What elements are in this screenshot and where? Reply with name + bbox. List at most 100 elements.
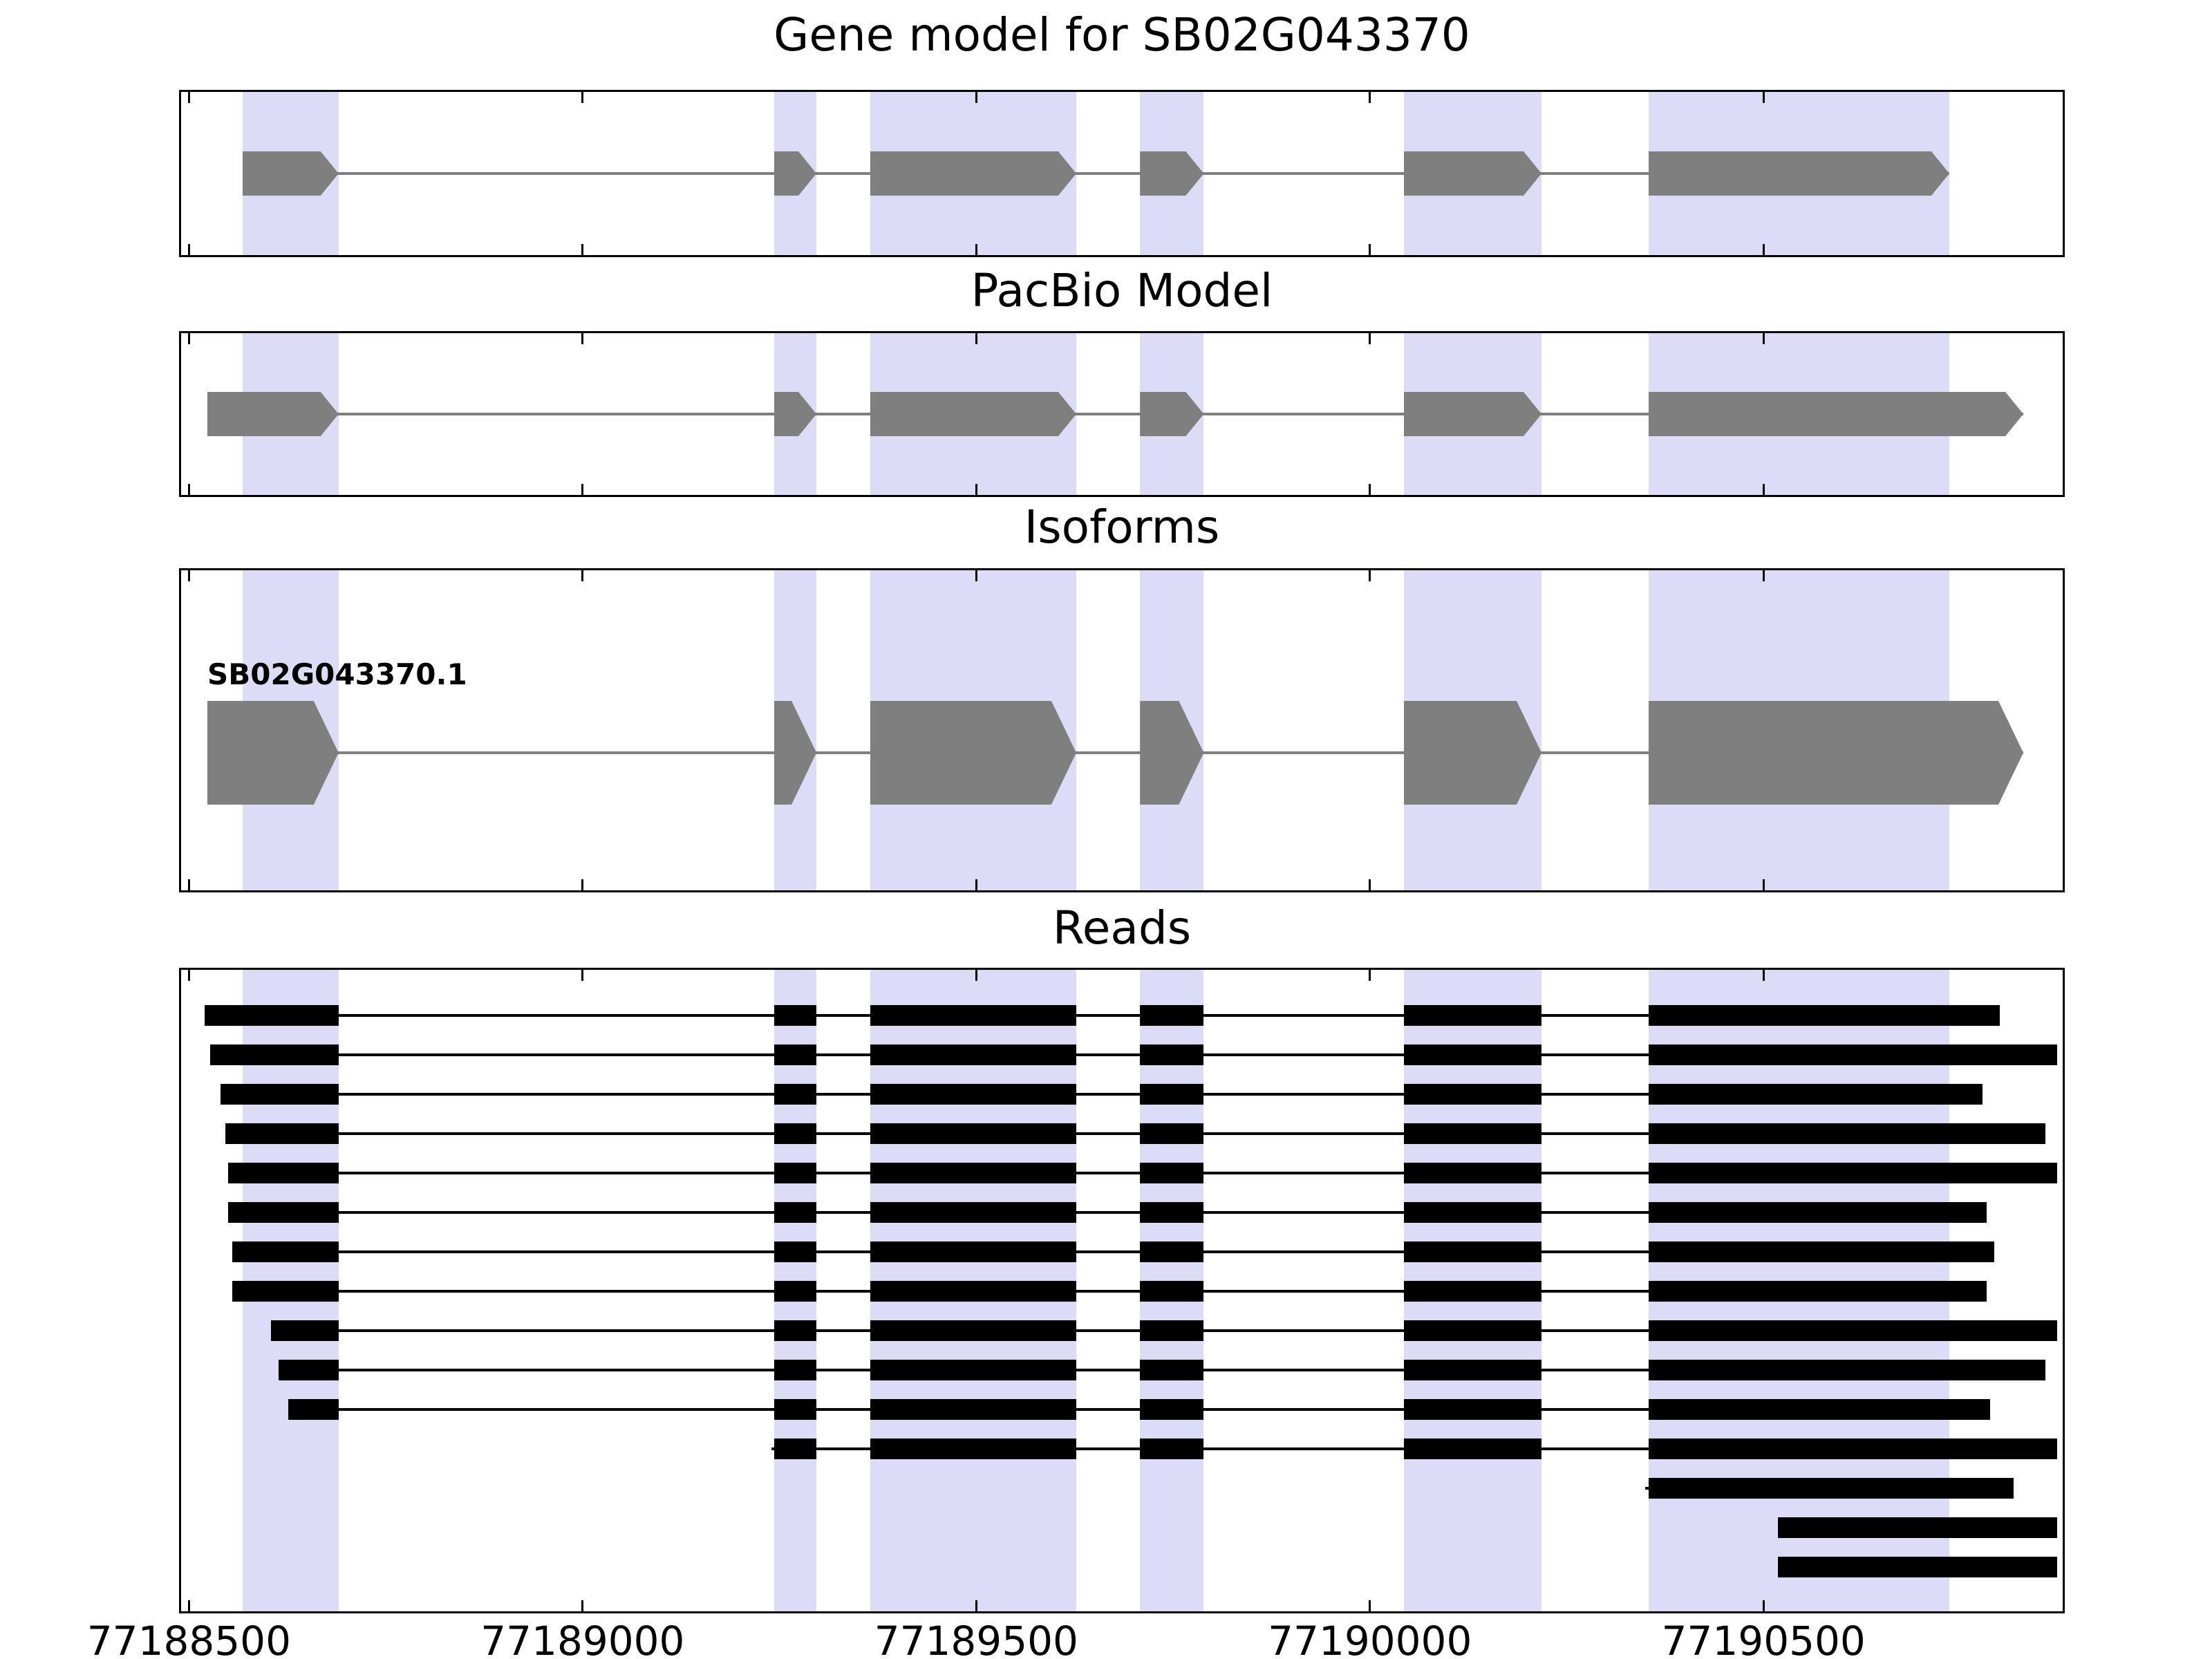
read-exon-block xyxy=(774,1320,817,1341)
x-axis-tick xyxy=(975,970,977,981)
x-axis-tick xyxy=(1369,1600,1371,1611)
read-exon-block xyxy=(232,1281,339,1302)
read-intron-line xyxy=(232,1250,1994,1253)
read-exon-block xyxy=(1403,1320,1542,1341)
read-exon-block xyxy=(1403,1438,1542,1459)
read-exon-block xyxy=(1140,1084,1204,1105)
read-exon-block xyxy=(870,1399,1076,1420)
x-axis-tick-label: 77189000 xyxy=(480,1618,685,1659)
read-exon-block xyxy=(774,1438,817,1459)
x-axis-tick xyxy=(1369,570,1371,581)
panel-isoforms: SB02G043370.1 xyxy=(179,568,2065,892)
exon-arrow xyxy=(1404,392,1541,436)
read-exon-block xyxy=(1648,1438,2058,1459)
exon-arrow xyxy=(1649,151,1949,196)
read-exon-block xyxy=(270,1320,339,1341)
x-axis-tick xyxy=(581,333,584,344)
panel-title-isoforms: Isoforms xyxy=(1024,500,1220,554)
read-exon-block xyxy=(1140,1005,1204,1026)
x-axis-tick xyxy=(1369,244,1371,255)
x-axis-tick xyxy=(581,970,584,981)
exon-arrow xyxy=(243,151,339,196)
read-intron-line xyxy=(228,1211,1987,1214)
read-exon-block xyxy=(1648,1044,2058,1065)
read-exon-block xyxy=(1140,1281,1204,1302)
x-axis-tick xyxy=(1762,484,1765,495)
read-intron-line xyxy=(220,1093,1983,1096)
read-exon-block xyxy=(1403,1005,1542,1026)
read-exon-block xyxy=(1140,1320,1204,1341)
read-exon-block xyxy=(870,1438,1076,1459)
x-axis-tick xyxy=(975,484,977,495)
read-exon-block xyxy=(1403,1044,1542,1065)
read-exon-block xyxy=(1140,1399,1204,1420)
read-exon-block xyxy=(279,1360,339,1380)
read-exon-block xyxy=(1648,1202,1987,1223)
read-exon-block xyxy=(870,1163,1076,1183)
x-axis-tick xyxy=(581,92,584,103)
read-exon-block xyxy=(205,1005,339,1026)
read-exon-block xyxy=(774,1360,817,1380)
read-exon-block xyxy=(870,1123,1076,1144)
exon-arrow xyxy=(870,701,1076,805)
exon-arrow xyxy=(1404,151,1541,196)
x-axis-tick xyxy=(187,333,190,344)
panel-reads xyxy=(179,968,2065,1613)
x-axis-tick xyxy=(1762,92,1765,103)
read-exon-block xyxy=(1648,1399,1991,1420)
read-exon-block xyxy=(228,1163,339,1183)
read-exon-block xyxy=(288,1399,339,1420)
panel-pacbio-model xyxy=(179,331,2065,497)
read-intron-line xyxy=(205,1014,2000,1017)
x-axis-tick xyxy=(581,570,584,581)
read-exon-block xyxy=(1403,1202,1542,1223)
read-exon-block xyxy=(1140,1163,1204,1183)
read-exon-block xyxy=(1140,1360,1204,1380)
panel-title-pacbio-model: PacBio Model xyxy=(971,264,1273,317)
read-intron-line xyxy=(232,1290,1987,1293)
read-intron-line xyxy=(288,1408,1991,1411)
x-axis-tick xyxy=(1762,244,1765,255)
read-exon-block xyxy=(870,1084,1076,1105)
exon-arrow xyxy=(1404,701,1541,805)
read-exon-block xyxy=(1777,1557,2058,1577)
x-axis-tick xyxy=(581,244,584,255)
read-intron-line xyxy=(210,1053,2057,1056)
x-axis-tick xyxy=(581,879,584,890)
read-exon-block xyxy=(1648,1281,1987,1302)
x-axis-tick xyxy=(975,333,977,344)
x-axis-tick xyxy=(187,570,190,581)
read-exon-block xyxy=(1140,1438,1204,1459)
read-exon-block xyxy=(870,1241,1076,1262)
read-exon-block xyxy=(774,1281,817,1302)
read-exon-block xyxy=(870,1005,1076,1026)
read-exon-block xyxy=(774,1202,817,1223)
x-axis-tick xyxy=(1762,333,1765,344)
x-axis-tick xyxy=(187,92,190,103)
read-exon-block xyxy=(228,1202,339,1223)
read-exon-block xyxy=(1777,1517,2058,1538)
x-axis-tick xyxy=(1369,970,1371,981)
x-axis: 77188500 77189000 77189500 77190000 77190500 xyxy=(0,1618,2212,1659)
read-exon-block xyxy=(1403,1241,1542,1262)
read-exon-block xyxy=(774,1005,817,1026)
read-exon-block xyxy=(774,1163,817,1183)
read-exon-block xyxy=(1403,1281,1542,1302)
read-exon-block xyxy=(1403,1163,1542,1183)
x-axis-tick xyxy=(975,879,977,890)
x-axis-tick xyxy=(975,1600,977,1611)
x-axis-tick xyxy=(975,244,977,255)
x-axis-tick xyxy=(1369,879,1371,890)
read-exon-block xyxy=(225,1123,339,1144)
read-exon-block xyxy=(870,1320,1076,1341)
read-exon-block xyxy=(1648,1084,1983,1105)
panel-title-reads: Reads xyxy=(1052,901,1192,955)
read-exon-block xyxy=(1648,1241,1994,1262)
read-intron-line xyxy=(225,1132,2045,1135)
x-axis-tick-label: 77188500 xyxy=(86,1618,291,1659)
x-axis-tick xyxy=(1762,570,1765,581)
intron-line xyxy=(207,751,2024,754)
read-exon-block xyxy=(1140,1241,1204,1262)
x-axis-tick xyxy=(975,570,977,581)
read-exon-block xyxy=(1140,1044,1204,1065)
